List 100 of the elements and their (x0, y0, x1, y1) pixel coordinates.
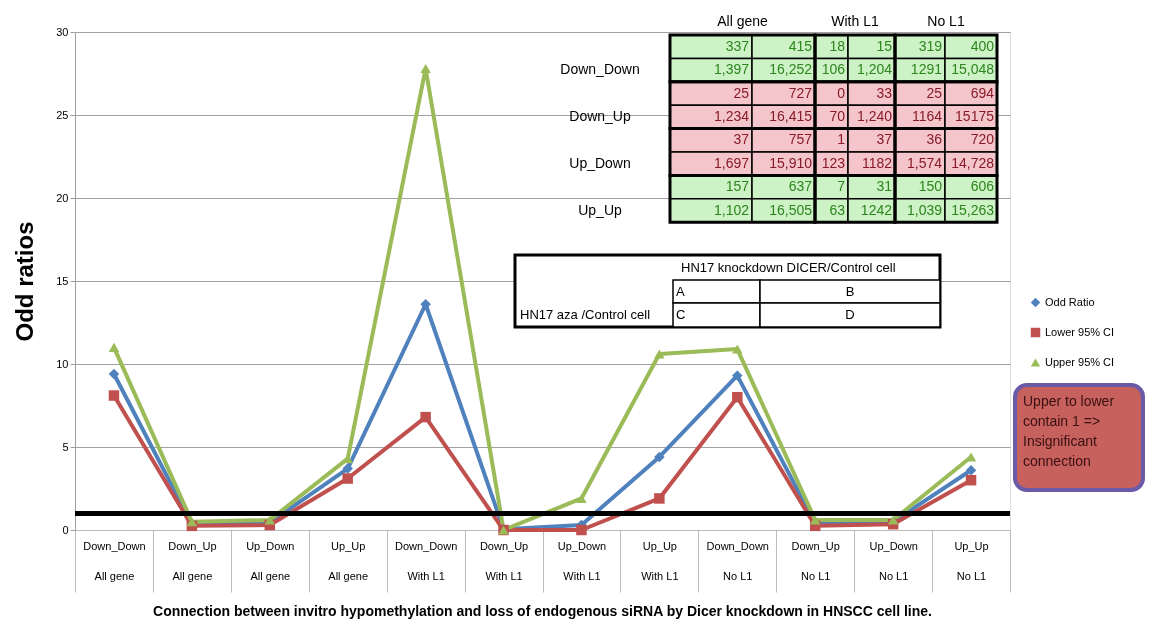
text: 37 (876, 131, 892, 148)
y-tick-label: 15 (56, 274, 69, 287)
y-tick-label: 0 (62, 523, 69, 536)
text: Connection between invitro hypomethylation and loss of endogenous siRNA by Dicer knockdown in HNSCC cell line. (153, 602, 932, 619)
point (576, 493, 587, 503)
category-label: Up_Down (569, 154, 631, 171)
text: 720 (970, 131, 994, 148)
category-label: Down_Down (560, 61, 640, 78)
category-label: Down_Up (569, 107, 631, 124)
text: 16,252 (769, 61, 812, 78)
text: HN17 aza /Control cell (520, 307, 651, 322)
text: 1,234 (713, 107, 749, 124)
text: 1,039 (906, 201, 942, 218)
text: 15 (876, 37, 892, 54)
text: 694 (970, 84, 994, 101)
category-label: Up_Up With L1 (641, 539, 679, 582)
legend-label: Upper 95% CI (1045, 355, 1115, 368)
text: 606 (970, 178, 994, 195)
category-label: Up_Up (578, 201, 622, 218)
point (420, 63, 431, 74)
text: 31 (876, 178, 892, 195)
point (420, 411, 431, 423)
text: 25 (733, 84, 749, 101)
point (732, 370, 743, 381)
text: 0 (837, 84, 845, 101)
text: 1,574 (906, 154, 942, 171)
point (732, 344, 743, 354)
category-label: Down_Down No L1 (706, 539, 769, 582)
text: 7 (837, 178, 845, 195)
point (576, 524, 587, 536)
text: 1,204 (856, 61, 892, 78)
text: 400 (970, 37, 994, 54)
y-tick-label: 25 (56, 108, 69, 121)
category-label: Down_Up No L1 (791, 539, 840, 582)
text: B (845, 283, 855, 299)
category-label: Up_Up No L1 (954, 539, 989, 582)
text: 15,910 (769, 154, 812, 171)
y-tick-label: 30 (56, 25, 69, 38)
text: 1,102 (713, 201, 749, 218)
text: 15,048 (951, 61, 994, 78)
text: C (676, 307, 686, 322)
text: 1164 (911, 107, 942, 124)
category-label: Down_Up With L1 (479, 539, 529, 582)
text: Upper to lower contain 1 => Insignificant connection (1023, 393, 1115, 469)
point (108, 390, 120, 401)
legend-label: Lower 95% CI (1045, 325, 1115, 338)
legend-label: Odd Ratio (1045, 295, 1095, 308)
text: D (845, 307, 855, 322)
text: 1182 (861, 154, 892, 171)
text: 637 (788, 178, 812, 195)
point (342, 473, 353, 484)
text: 33 (876, 84, 892, 101)
text: 1,697 (713, 154, 749, 171)
text: 157 (725, 178, 749, 195)
text: 123 (821, 154, 845, 171)
point (342, 463, 353, 474)
text: 1 (837, 131, 845, 148)
point (654, 493, 665, 504)
text: 16,415 (769, 107, 812, 124)
text: 757 (788, 131, 812, 148)
category-label: With L1 (831, 13, 879, 29)
category-label: Down_Down All gene (83, 539, 146, 582)
text: 319 (918, 37, 942, 54)
y-tick-label: 20 (56, 191, 69, 204)
text: 70 (829, 107, 845, 124)
y-tick-label: 5 (62, 440, 69, 453)
category-label: Up_Down All gene (246, 539, 295, 582)
text: 25 (926, 84, 942, 101)
text: 16,505 (769, 201, 812, 218)
text: 14,728 (951, 154, 994, 171)
text: 37 (733, 131, 749, 148)
text: 1,397 (713, 61, 749, 78)
point (809, 515, 821, 525)
point (965, 474, 977, 486)
text: 18 (829, 37, 845, 54)
y-tick-label: 10 (56, 357, 69, 370)
point (108, 342, 120, 352)
text: 150 (918, 178, 942, 195)
text: 1291 (910, 61, 942, 78)
point (108, 368, 120, 380)
category-label: All gene (717, 13, 769, 29)
category-label: Up_Up All gene (328, 539, 369, 582)
text: 106 (821, 61, 845, 78)
category-label: Up_Down With L1 (557, 539, 607, 582)
point (654, 451, 665, 463)
text: 727 (788, 84, 812, 101)
category-label: Up_Down No L1 (869, 539, 918, 582)
text: 1,240 (856, 107, 892, 124)
text: 15175 (955, 107, 994, 124)
point (654, 349, 665, 359)
text: 337 (725, 37, 749, 54)
text: 1242 (860, 201, 892, 218)
text: 15,263 (951, 201, 994, 218)
point (732, 391, 743, 403)
y-axis-title: Odd ratios (11, 221, 39, 342)
text: 36 (926, 131, 942, 148)
text: 415 (788, 37, 812, 54)
category-label: Down_Up All gene (168, 539, 217, 582)
text: A (676, 283, 685, 299)
text: 63 (829, 201, 845, 218)
